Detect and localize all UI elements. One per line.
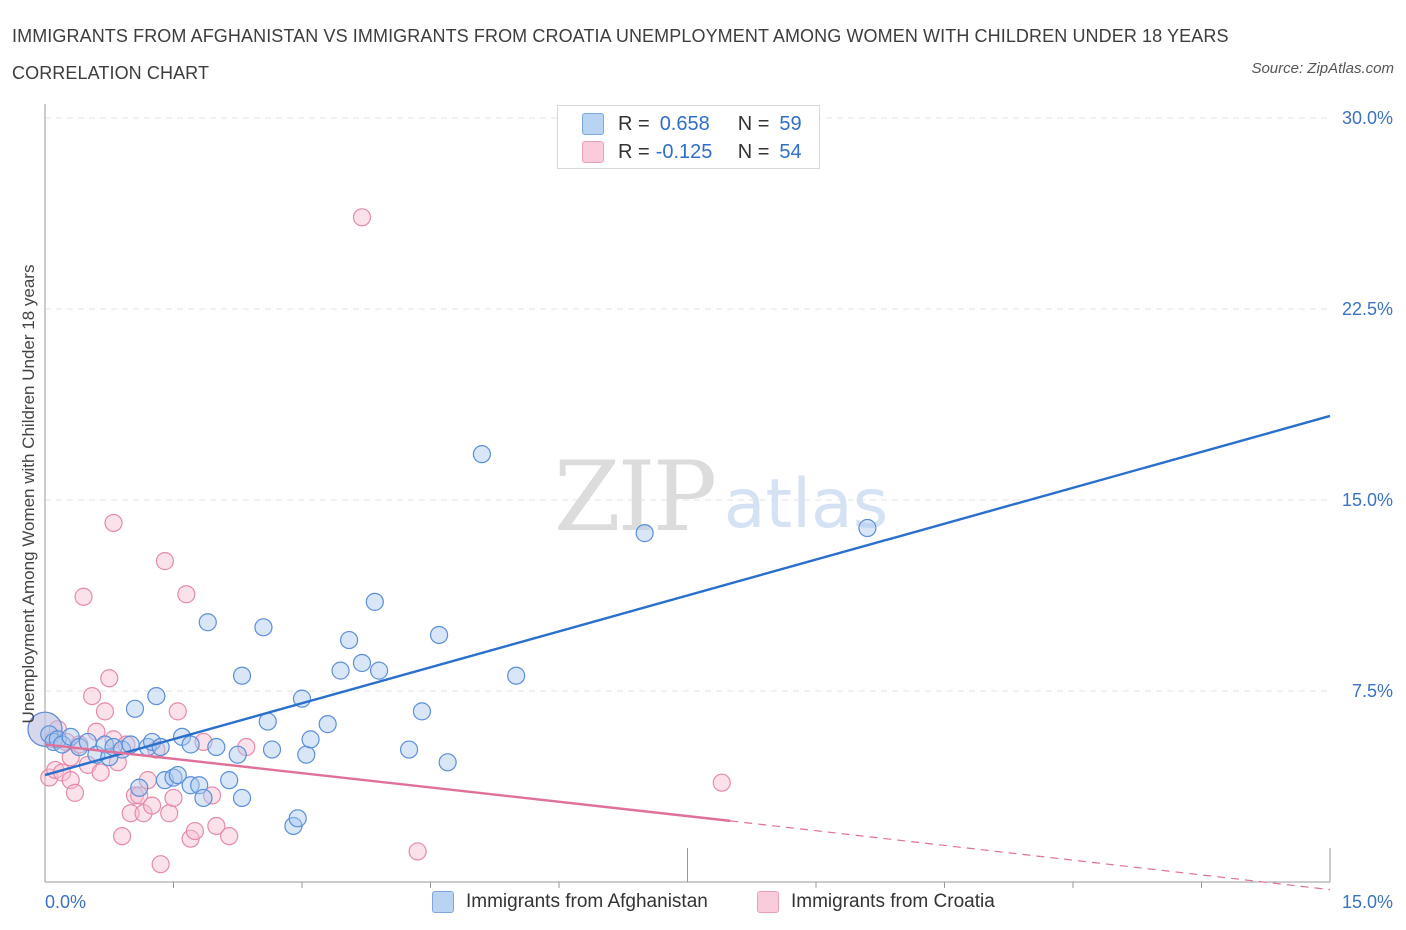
croatia-point bbox=[65, 783, 85, 802]
croatia-points bbox=[27, 208, 731, 874]
r-value: 0.658 bbox=[659, 112, 710, 135]
croatia-point bbox=[151, 855, 170, 874]
afghanistan-point bbox=[147, 686, 166, 706]
y-tick-label: 15.0% bbox=[1342, 490, 1393, 510]
legend-row-afghanistan: R = 0.658 N = 59 bbox=[582, 111, 802, 137]
x-tick-label: 15.0% bbox=[1342, 892, 1393, 912]
afghanistan-point bbox=[125, 699, 145, 718]
croatia-point bbox=[91, 763, 110, 782]
tick-labels: 7.5% 15.0% 22.5% 30.0% 0.0% 15.0% bbox=[45, 108, 1393, 912]
legend-row-croatia: R = -0.125 N = 54 bbox=[582, 139, 802, 165]
croatia-point bbox=[177, 585, 196, 604]
afghanistan-point bbox=[331, 661, 350, 680]
watermark-zip: ZIP bbox=[554, 441, 715, 553]
r-label: R = bbox=[618, 140, 650, 163]
afghanistan-point bbox=[181, 735, 200, 754]
croatia-point bbox=[121, 804, 140, 823]
afghanistan-point bbox=[365, 592, 384, 611]
afghanistan-point bbox=[288, 809, 307, 828]
afghanistan-trendline bbox=[44, 414, 1331, 777]
croatia-swatch bbox=[582, 141, 604, 163]
croatia-point bbox=[104, 513, 123, 533]
afghanistan-point bbox=[168, 765, 187, 785]
y-axis-label: Unemployment Among Women with Children U… bbox=[19, 265, 38, 724]
afghanistan-point bbox=[858, 518, 877, 538]
afghanistan-point bbox=[412, 702, 432, 721]
afghanistan-point bbox=[207, 737, 226, 757]
croatia-trendline-extension bbox=[730, 820, 1331, 891]
source-label: Source: ZipAtlas.com bbox=[1251, 60, 1394, 77]
croatia-point bbox=[164, 788, 183, 808]
croatia-point bbox=[712, 773, 731, 792]
stats-legend: R = 0.658 N = 59 R = -0.125 N = 54 bbox=[557, 105, 820, 169]
afghanistan-point bbox=[635, 524, 654, 543]
n-value: 59 bbox=[779, 112, 802, 135]
croatia-legend-swatch bbox=[757, 891, 779, 913]
afghanistan-point bbox=[399, 740, 419, 759]
watermark-atlas: atlas bbox=[724, 465, 888, 544]
croatia-point bbox=[142, 796, 162, 815]
afghanistan-points bbox=[27, 445, 877, 836]
croatia-point bbox=[220, 827, 239, 846]
axes bbox=[44, 104, 1331, 888]
afghanistan-point bbox=[130, 778, 149, 797]
afghanistan-point bbox=[232, 788, 252, 808]
croatia-point bbox=[130, 786, 149, 805]
afghanistan-swatch bbox=[582, 113, 604, 135]
afghanistan-point bbox=[301, 730, 320, 749]
afghanistan-point bbox=[472, 445, 491, 464]
croatia-point bbox=[155, 552, 175, 571]
croatia-legend-label: Immigrants from Croatia bbox=[791, 891, 995, 912]
n-label: N = bbox=[737, 140, 770, 163]
croatia-point bbox=[160, 804, 179, 823]
y-tick-label: 7.5% bbox=[1352, 681, 1393, 701]
n-label: N = bbox=[737, 112, 770, 135]
afghanistan-point bbox=[262, 740, 282, 759]
croatia-point bbox=[100, 669, 119, 688]
chart-title: IMMIGRANTS FROM AFGHANISTAN VS IMMIGRANT… bbox=[12, 26, 1229, 83]
watermark: ZIP atlas bbox=[554, 441, 888, 553]
afghanistan-legend-swatch bbox=[432, 891, 454, 913]
afghanistan-point bbox=[254, 618, 273, 637]
afghanistan-point bbox=[429, 625, 449, 645]
r-value: -0.125 bbox=[655, 140, 713, 163]
croatia-point bbox=[74, 587, 93, 606]
croatia-trendline bbox=[44, 743, 731, 823]
n-value: 54 bbox=[779, 140, 802, 163]
x-tick-label: 0.0% bbox=[45, 892, 86, 912]
croatia-point bbox=[83, 686, 102, 706]
bottom-legend-croatia: Immigrants from Croatia bbox=[757, 888, 995, 916]
croatia-point bbox=[95, 702, 115, 721]
afghanistan-point bbox=[228, 745, 247, 764]
afghanistan-legend-label: Immigrants from Afghanistan bbox=[466, 891, 708, 912]
afghanistan-point bbox=[340, 630, 359, 650]
croatia-point bbox=[352, 208, 372, 227]
afghanistan-point bbox=[194, 788, 213, 808]
afghanistan-point bbox=[220, 771, 239, 790]
r-label: R = bbox=[618, 112, 650, 135]
bottom-legend-afghanistan: Immigrants from Afghanistan bbox=[432, 888, 708, 916]
afghanistan-point bbox=[198, 613, 217, 632]
y-tick-label: 22.5% bbox=[1342, 299, 1393, 319]
grid-lines bbox=[45, 117, 1330, 692]
croatia-point bbox=[408, 842, 427, 861]
trendlines bbox=[44, 414, 1331, 891]
afghanistan-point bbox=[27, 711, 63, 747]
afghanistan-point bbox=[232, 666, 252, 685]
afghanistan-point bbox=[370, 661, 389, 680]
afghanistan-point bbox=[507, 666, 526, 685]
croatia-point bbox=[185, 821, 205, 841]
afghanistan-point bbox=[318, 715, 337, 734]
afghanistan-point bbox=[352, 653, 372, 673]
croatia-point bbox=[112, 827, 132, 846]
croatia-point bbox=[168, 702, 187, 721]
y-tick-label: 30.0% bbox=[1342, 108, 1393, 128]
afghanistan-point bbox=[297, 745, 316, 764]
croatia-point bbox=[207, 816, 226, 836]
afghanistan-point bbox=[438, 753, 457, 772]
